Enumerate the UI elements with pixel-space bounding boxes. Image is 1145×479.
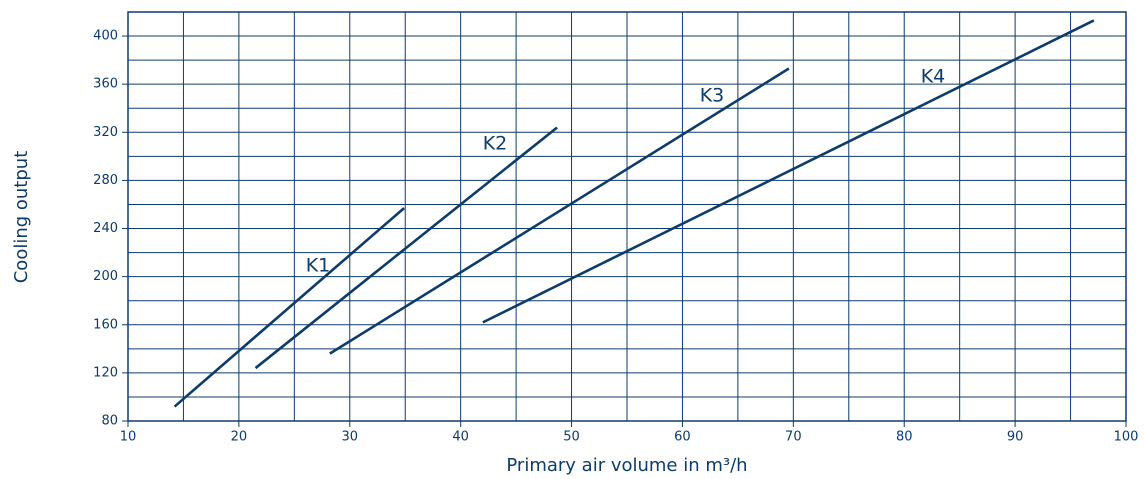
series-label: K2 <box>483 133 508 155</box>
y-axis-label: Cooling output <box>11 151 32 284</box>
x-tick-label: 20 <box>231 430 248 445</box>
x-tick-label: 50 <box>563 430 580 445</box>
series-label: K4 <box>921 66 946 88</box>
y-tick-label: 120 <box>93 365 118 380</box>
series-label: K1 <box>306 255 331 277</box>
x-tick-label: 90 <box>1007 430 1024 445</box>
y-tick-label: 80 <box>101 414 118 429</box>
y-tick-label: 160 <box>93 317 118 332</box>
series-line <box>329 67 790 355</box>
x-tick-label: 60 <box>674 430 691 445</box>
y-tick-label: 200 <box>93 269 118 284</box>
x-axis-label: Primary air volume in m³/h <box>506 455 747 476</box>
x-tick-label: 100 <box>1114 430 1139 445</box>
x-tick-label: 80 <box>896 430 913 445</box>
x-tick-label: 10 <box>120 430 137 445</box>
y-tick-label: 280 <box>93 173 118 188</box>
series-line <box>482 19 1095 324</box>
plot-frame <box>127 11 1127 422</box>
x-tick-label: 30 <box>342 430 359 445</box>
x-tick-label: 40 <box>452 430 469 445</box>
y-tick-label: 360 <box>93 77 118 92</box>
y-tick-label: 240 <box>93 221 118 236</box>
series-line <box>173 207 405 408</box>
y-tick-label: 320 <box>93 125 118 140</box>
x-tick-label: 70 <box>785 430 802 445</box>
y-tick-label: 400 <box>93 29 118 44</box>
series-label: K3 <box>700 85 725 107</box>
series-line <box>254 126 558 370</box>
